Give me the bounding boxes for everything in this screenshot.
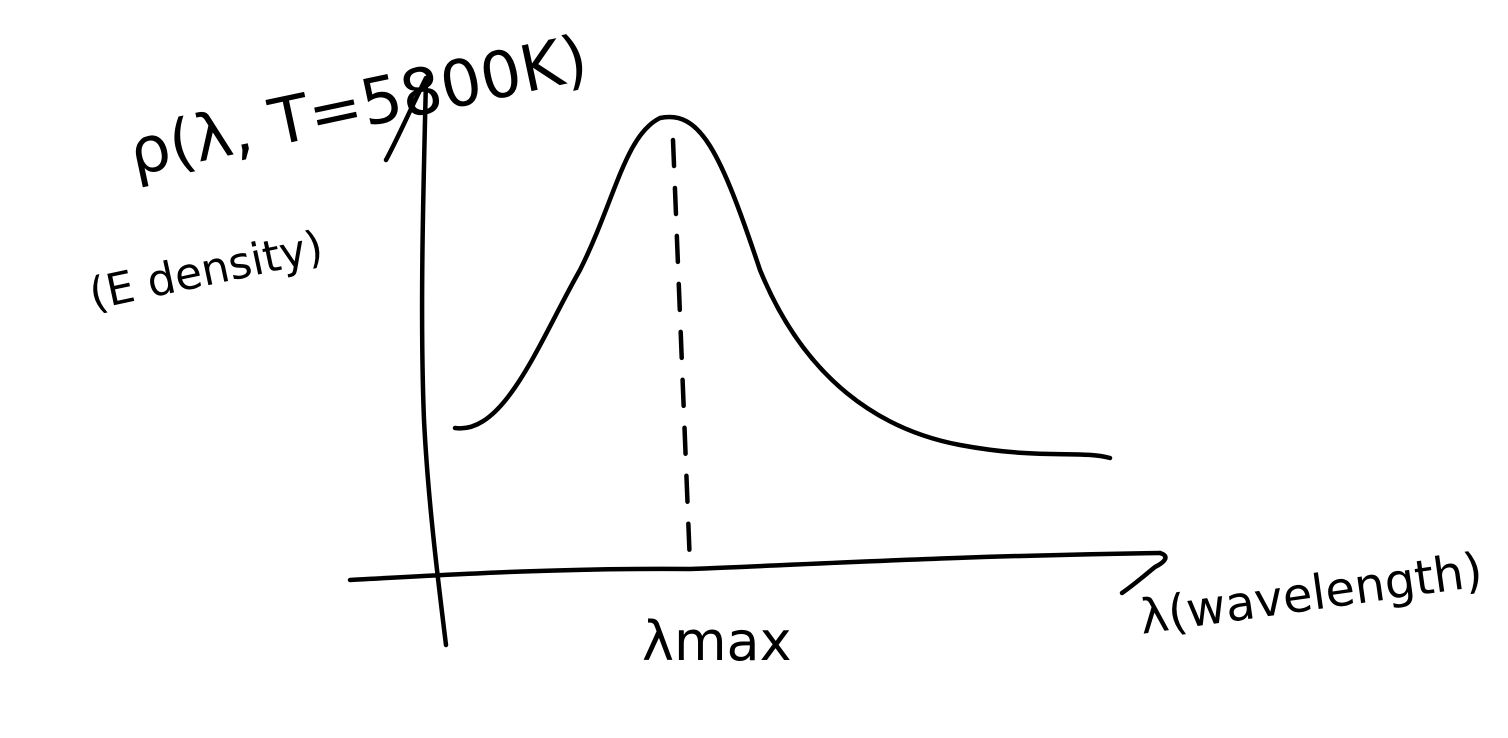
radiation-curve: [452, 114, 1113, 461]
peak-marker-dashed-line: [670, 137, 693, 568]
peak-wavelength-label: λmax: [642, 610, 792, 673]
y-axis-line: [419, 77, 449, 648]
y-axis-arrow-head: [383, 75, 429, 163]
x-axis-arrow-head: [1119, 550, 1168, 596]
x-axis-line: [347, 550, 1163, 583]
